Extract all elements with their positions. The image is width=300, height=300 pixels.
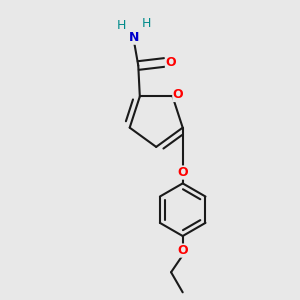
Text: O: O: [173, 88, 184, 101]
Text: N: N: [128, 31, 139, 44]
Text: O: O: [177, 244, 188, 257]
Text: H: H: [142, 16, 151, 30]
Text: O: O: [166, 56, 176, 69]
Text: H: H: [117, 19, 127, 32]
Text: O: O: [177, 166, 188, 179]
